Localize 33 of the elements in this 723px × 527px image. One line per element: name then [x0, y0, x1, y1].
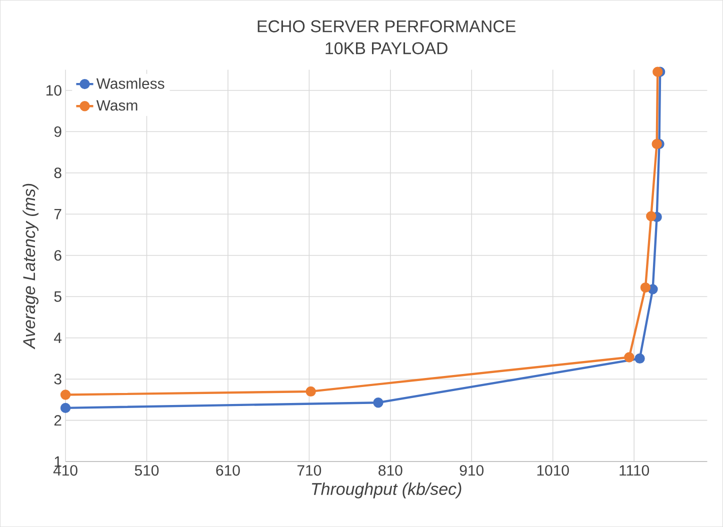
y-tick-label: 2: [54, 415, 62, 426]
y-tick-label: 7: [54, 208, 62, 220]
y-tick-label: 8: [54, 168, 62, 178]
y-tick-label: 3: [54, 374, 62, 384]
y-tick-label: 4: [54, 332, 62, 343]
x-tick-label: 810: [378, 465, 402, 476]
y-tick-label: 9: [54, 126, 62, 137]
x-axis-title: Throughput (kb/sec): [312, 482, 462, 498]
point: [640, 282, 651, 293]
x-tick-label: 910: [460, 465, 484, 476]
y-tick-label: 10: [46, 85, 62, 96]
point: [652, 66, 663, 77]
x-tick-label: 610: [216, 465, 240, 476]
y-tick-label: 5: [54, 291, 62, 302]
point: [60, 402, 71, 414]
point: [634, 353, 645, 364]
legend-label: Wasmless: [96, 78, 164, 89]
y-tick-label: 6: [54, 250, 62, 261]
chart-subtitle: 10KB PAYLOAD: [326, 42, 448, 54]
x-tick-label: 410: [53, 465, 78, 476]
x-tick-label: 710: [297, 465, 322, 476]
x-tick-label: 1010: [537, 465, 569, 476]
legend-label: Wasm: [96, 100, 138, 111]
x-tick-label: 510: [134, 465, 159, 476]
point: [373, 397, 384, 408]
point: [624, 352, 634, 362]
y-axis-title: Average Latency (ms): [22, 184, 38, 350]
point: [646, 211, 656, 222]
chart-title: ECHO SERVER PERFORMANCE: [258, 20, 516, 32]
point: [652, 138, 662, 150]
point: [306, 386, 316, 397]
x-tick-label: 1110: [620, 465, 650, 476]
point: [60, 390, 71, 400]
